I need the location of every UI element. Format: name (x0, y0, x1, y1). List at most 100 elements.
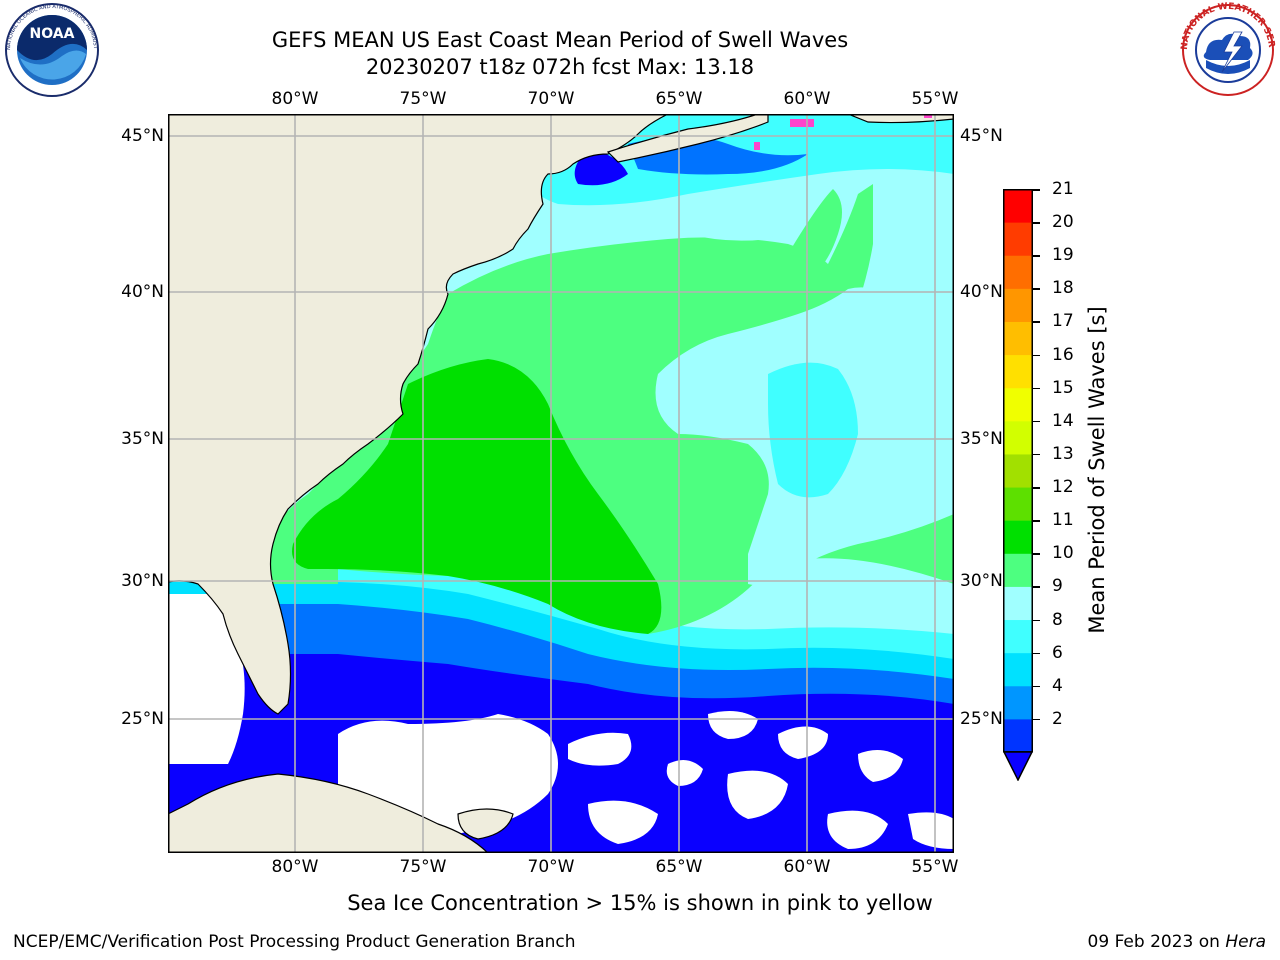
colorbar-segment (1003, 453, 1033, 488)
colorbar-tick-mark (1033, 288, 1040, 290)
land-cuba (168, 773, 489, 853)
colorbar-segment (1003, 321, 1033, 356)
lon-label-bottom-80w: 80°W (271, 857, 319, 877)
lon-label-bottom-55w: 55°W (911, 857, 959, 877)
footer-date-text: 09 Feb 2023 on (1087, 932, 1226, 952)
colorbar-segment (1003, 255, 1033, 289)
colorbar-tick-label: 15 (1052, 377, 1074, 398)
colorbar-tick-mark (1033, 453, 1040, 456)
lat-label-left-35n: 35°N (121, 429, 164, 449)
footer-machine: Hera (1225, 932, 1266, 952)
chart-subtitle: 20230207 t18z 072h fcst Max: 13.18 (365, 55, 755, 79)
colorbar-segment (1003, 189, 1033, 223)
colorbar-label: Mean Period of Swell Waves [s] (1085, 306, 1109, 634)
colorbar-segment (1003, 288, 1033, 322)
colorbar-tick-label: 14 (1052, 410, 1074, 431)
colorbar-tick-label: 8 (1052, 609, 1063, 630)
band-10-11-east-ridge (788, 189, 842, 274)
map-frame (168, 114, 954, 853)
lon-label-bottom-75w: 75°W (399, 857, 447, 877)
colorbar (1003, 189, 1033, 781)
colorbar-segment (1003, 420, 1033, 455)
colorbar-segment (1003, 354, 1033, 389)
colorbar-tick-label: 17 (1052, 311, 1074, 332)
colorbar-tick-mark (1033, 255, 1040, 257)
colorbar-tick-mark (1033, 718, 1040, 721)
colorbar-tick-label: 21 (1052, 179, 1074, 199)
colorbar-tick-label: 2 (1052, 708, 1063, 729)
lat-label-left-30n: 30°N (121, 571, 164, 591)
lon-label-top-80w: 80°W (271, 89, 319, 109)
colorbar-tick-label: 12 (1052, 477, 1074, 498)
lat-label-right-25n: 25°N (960, 709, 1003, 729)
lat-label-left-40n: 40°N (121, 282, 164, 302)
colorbar-segment (1003, 685, 1033, 720)
colorbar-frame (1003, 189, 1033, 753)
colorbar-tick-mark (1033, 652, 1040, 655)
lon-label-top-60w: 60°W (783, 89, 831, 109)
lat-label-right-30n: 30°N (960, 571, 1003, 591)
lat-label-left-25n: 25°N (121, 709, 164, 729)
chart-title: GEFS MEAN US East Coast Mean Period of S… (271, 28, 849, 52)
colorbar-segment (1003, 652, 1033, 687)
colorbar-segment (1003, 586, 1033, 621)
colorbar-tick-label: 10 (1052, 543, 1074, 564)
lon-label-bottom-60w: 60°W (783, 857, 831, 877)
lon-label-top-55w: 55°W (911, 89, 959, 109)
noaa-logo-text: NOAA (30, 26, 75, 42)
colorbar-tick-mark (1033, 487, 1040, 489)
colorbar-tick-label: 9 (1052, 576, 1063, 597)
map-canvas (168, 114, 954, 853)
colorbar-tick-mark (1033, 420, 1040, 423)
colorbar-tick-mark (1033, 553, 1040, 555)
band-11-12 (292, 359, 662, 634)
footer-credit: NCEP/EMC/Verification Post Processing Pr… (13, 932, 576, 952)
land-nova-scotia (606, 114, 769, 163)
colorbar-segment (1003, 718, 1033, 753)
lon-label-top-65w: 65°W (655, 89, 703, 109)
colorbar-segment (1003, 619, 1033, 654)
colorbar-tick-label: 16 (1052, 344, 1074, 365)
colorbar-tick-mark (1033, 520, 1040, 522)
lon-label-top-70w: 70°W (527, 89, 575, 109)
colorbar-tick-label: 20 (1052, 212, 1074, 233)
sea-ice-markers (754, 114, 932, 150)
band-8-9-east (768, 362, 858, 498)
colorbar-segment (1003, 387, 1033, 422)
colorbar-tick-mark (1033, 586, 1040, 588)
band-9-10-nova (688, 202, 786, 241)
colorbar-tick-mark (1033, 189, 1040, 191)
colorbar-segment (1003, 553, 1033, 587)
land-hispaniola (457, 808, 514, 840)
colorbar-segment (1003, 520, 1033, 554)
land-north-america (168, 114, 669, 715)
colorbar-tick-label: 11 (1052, 510, 1074, 531)
colorbar-tick-mark (1033, 619, 1040, 622)
lat-label-right-40n: 40°N (960, 282, 1003, 302)
colorbar-tick-mark (1033, 354, 1040, 357)
colorbar-tick-label: 19 (1052, 245, 1074, 266)
lat-label-right-35n: 35°N (960, 429, 1003, 449)
colorbar-segment (1003, 487, 1033, 521)
lon-label-bottom-70w: 70°W (527, 857, 575, 877)
colorbar-tick-label: 18 (1052, 278, 1074, 299)
colorbar-extend-triangle (1003, 751, 1033, 781)
colorbar-tick-mark (1033, 387, 1040, 390)
colorbar-tick-label: 6 (1052, 642, 1063, 663)
lon-label-top-75w: 75°W (399, 89, 447, 109)
colorbar-segment (1003, 222, 1033, 256)
swell-period-map (168, 114, 954, 853)
graticule (168, 114, 954, 853)
sea-ice-note: Sea Ice Concentration > 15% is shown in … (347, 891, 933, 915)
colorbar-tick-mark (1033, 321, 1040, 323)
colorbar-tick-mark (1033, 222, 1040, 224)
lat-label-right-45n: 45°N (960, 126, 1003, 146)
footer-date: 09 Feb 2023 on Hera (1088, 932, 1266, 952)
colorbar-tick-label: 13 (1052, 443, 1074, 464)
colorbar-tick-label: 4 (1052, 675, 1063, 696)
band-2-4-north (574, 149, 628, 186)
colorbar-tick-mark (1033, 685, 1040, 688)
lon-label-bottom-65w: 65°W (655, 857, 703, 877)
lat-label-left-45n: 45°N (121, 126, 164, 146)
nws-logo: NATIONAL WEATHER SERVICE (1176, 2, 1276, 96)
